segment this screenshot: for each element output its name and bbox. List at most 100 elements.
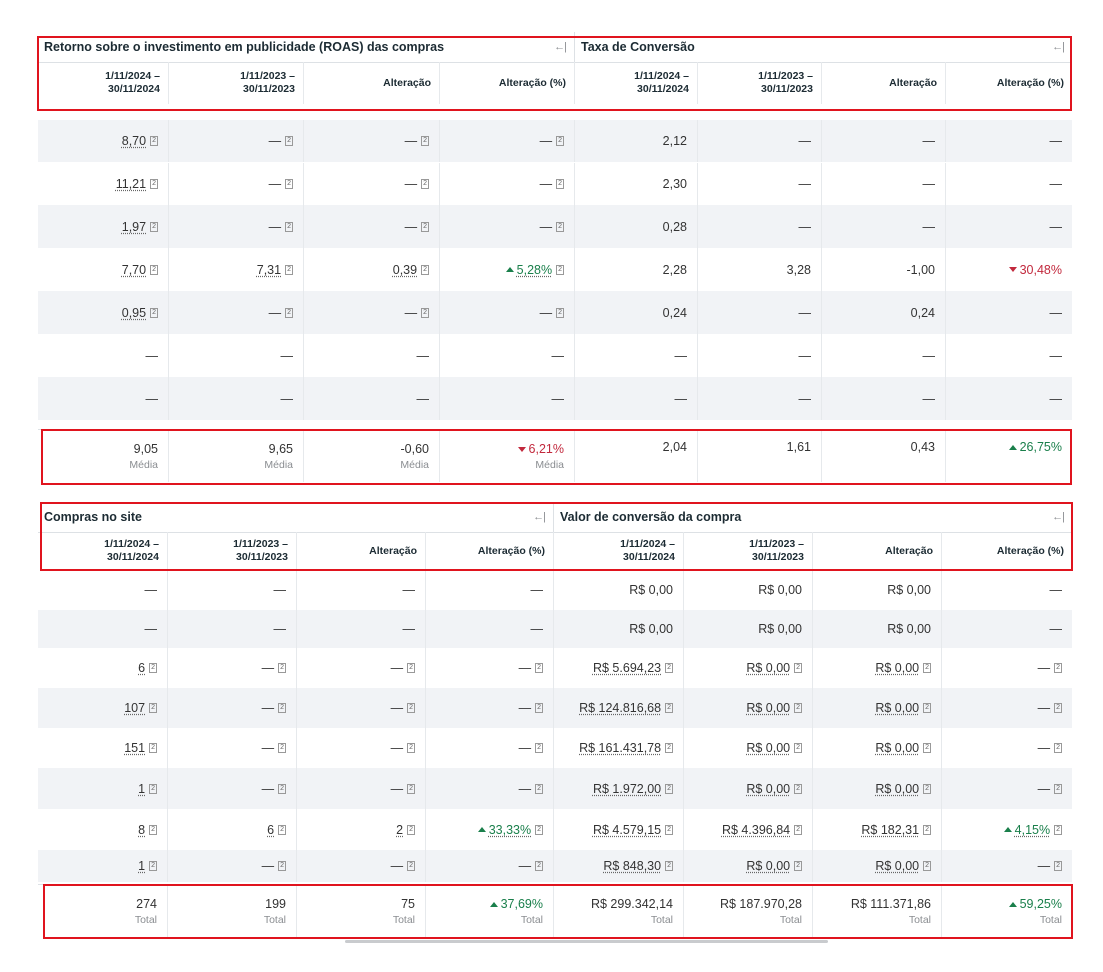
footnote-marker[interactable]: 2: [150, 264, 158, 275]
footnote-marker[interactable]: 2: [665, 663, 673, 673]
footnote-marker[interactable]: 2: [285, 179, 293, 189]
cell-value: —: [145, 391, 159, 406]
cell-value: —: [674, 391, 688, 406]
period-2023-header[interactable]: 1/11/2023 –30/11/2023: [698, 62, 822, 104]
footnote-marker[interactable]: 2: [923, 824, 931, 835]
footnote-marker[interactable]: 2: [923, 703, 931, 713]
footnote-marker[interactable]: 2: [407, 861, 415, 871]
table-cell: 0,24: [822, 291, 946, 334]
collapse-column-icon[interactable]: ←|: [533, 511, 546, 523]
period-2023-header[interactable]: 1/11/2023 –30/11/2023: [684, 532, 813, 570]
footnote-marker[interactable]: 2: [407, 703, 415, 713]
footnote-marker[interactable]: 2: [1054, 824, 1062, 835]
footnote-marker[interactable]: 2: [278, 663, 286, 673]
total-label: Total: [263, 913, 286, 926]
collapse-column-icon[interactable]: ←|: [554, 41, 567, 53]
table-cell: —: [946, 291, 1072, 334]
footnote-marker[interactable]: 2: [556, 264, 564, 275]
footnote-marker[interactable]: 2: [285, 264, 293, 275]
footnote-marker[interactable]: 2: [150, 307, 158, 318]
footnote-marker[interactable]: 2: [278, 824, 286, 835]
footnote-marker[interactable]: 2: [1054, 783, 1062, 794]
footnote-marker[interactable]: 2: [665, 861, 673, 871]
footnote-marker[interactable]: 2: [149, 861, 157, 871]
footnote-marker[interactable]: 2: [1054, 663, 1062, 673]
footnote-marker[interactable]: 2: [794, 861, 802, 871]
footnote-marker[interactable]: 2: [421, 307, 429, 318]
footnote-marker[interactable]: 2: [278, 743, 286, 753]
footnote-marker[interactable]: 2: [407, 743, 415, 753]
change-header[interactable]: Alteração: [822, 62, 946, 104]
period-2024-header[interactable]: 1/11/2024 –30/11/2024: [38, 532, 168, 570]
footnote-marker[interactable]: 2: [149, 824, 157, 835]
footnote-marker[interactable]: 2: [1054, 743, 1062, 753]
footnote-marker[interactable]: 2: [149, 783, 157, 794]
footnote-marker[interactable]: 2: [556, 307, 564, 318]
cell-value: 2,30: [662, 177, 687, 191]
footnote-marker[interactable]: 2: [923, 783, 931, 794]
footnote-marker[interactable]: 2: [149, 743, 157, 753]
footnote-marker[interactable]: 2: [407, 663, 415, 673]
change-pct-header[interactable]: Alteração (%): [426, 532, 554, 570]
footnote-marker[interactable]: 2: [535, 703, 543, 713]
footnote-marker[interactable]: 2: [407, 783, 415, 794]
footnote-marker[interactable]: 2: [535, 824, 543, 835]
footnote-marker[interactable]: 2: [923, 663, 931, 673]
footnote-marker[interactable]: 2: [421, 264, 429, 275]
footnote-marker[interactable]: 2: [278, 783, 286, 794]
footnote-marker[interactable]: 2: [421, 221, 429, 232]
collapse-column-icon[interactable]: ←|: [1052, 511, 1065, 523]
footnote-marker[interactable]: 2: [149, 663, 157, 673]
footnote-marker[interactable]: 2: [1054, 861, 1062, 871]
footnote-marker[interactable]: 2: [150, 136, 158, 146]
footnote-marker[interactable]: 2: [285, 307, 293, 318]
table-cell: —2: [168, 728, 297, 768]
period-2023-header[interactable]: 1/11/2023 –30/11/2023: [168, 532, 297, 570]
collapse-column-icon[interactable]: ←|: [1052, 41, 1065, 53]
change-header[interactable]: Alteração: [813, 532, 942, 570]
footnote-marker[interactable]: 2: [535, 861, 543, 871]
footnote-marker[interactable]: 2: [150, 221, 158, 232]
footnote-marker[interactable]: 2: [278, 861, 286, 871]
footnote-marker[interactable]: 2: [535, 663, 543, 673]
period-2024-header[interactable]: 1/11/2024 –30/11/2024: [575, 62, 698, 104]
footnote-marker[interactable]: 2: [149, 703, 157, 713]
change-pct-header[interactable]: Alteração (%): [942, 532, 1072, 570]
cell-value: —: [530, 622, 544, 636]
footnote-marker[interactable]: 2: [794, 663, 802, 673]
footnote-marker[interactable]: 2: [794, 783, 802, 794]
total-cell: 2,04: [575, 430, 698, 482]
footnote-marker[interactable]: 2: [1054, 703, 1062, 713]
footnote-marker[interactable]: 2: [407, 824, 415, 835]
footnote-marker[interactable]: 2: [535, 743, 543, 753]
footnote-marker[interactable]: 2: [665, 743, 673, 753]
footnote-marker[interactable]: 2: [421, 136, 429, 146]
period-2024-header[interactable]: 1/11/2024 –30/11/2024: [38, 62, 169, 104]
footnote-marker[interactable]: 2: [794, 824, 802, 835]
change-header[interactable]: Alteração: [297, 532, 426, 570]
footnote-marker[interactable]: 2: [794, 743, 802, 753]
footnote-marker[interactable]: 2: [665, 824, 673, 835]
footnote-marker[interactable]: 2: [421, 179, 429, 189]
footnote-marker[interactable]: 2: [556, 221, 564, 232]
footnote-marker[interactable]: 2: [278, 703, 286, 713]
change-header[interactable]: Alteração: [304, 62, 440, 104]
footnote-marker[interactable]: 2: [665, 783, 673, 794]
footnote-marker[interactable]: 2: [923, 743, 931, 753]
footnote-marker[interactable]: 2: [923, 861, 931, 871]
footnote-marker[interactable]: 2: [285, 221, 293, 232]
change-pct-header[interactable]: Alteração (%): [440, 62, 575, 104]
footnote-marker[interactable]: 2: [794, 703, 802, 713]
footnote-marker[interactable]: 2: [665, 703, 673, 713]
increase-arrow-icon: [1008, 901, 1017, 907]
period-2023-header[interactable]: 1/11/2023 –30/11/2023: [169, 62, 304, 104]
footnote-marker[interactable]: 2: [285, 136, 293, 146]
footnote-marker[interactable]: 2: [556, 136, 564, 146]
footnote-marker[interactable]: 2: [150, 179, 158, 189]
horizontal-scrollbar[interactable]: [345, 940, 828, 943]
change-pct-header[interactable]: Alteração (%): [946, 62, 1072, 104]
footnote-marker[interactable]: 2: [535, 783, 543, 794]
period-2024-header[interactable]: 1/11/2024 –30/11/2024: [554, 532, 684, 570]
footnote-marker[interactable]: 2: [556, 179, 564, 189]
